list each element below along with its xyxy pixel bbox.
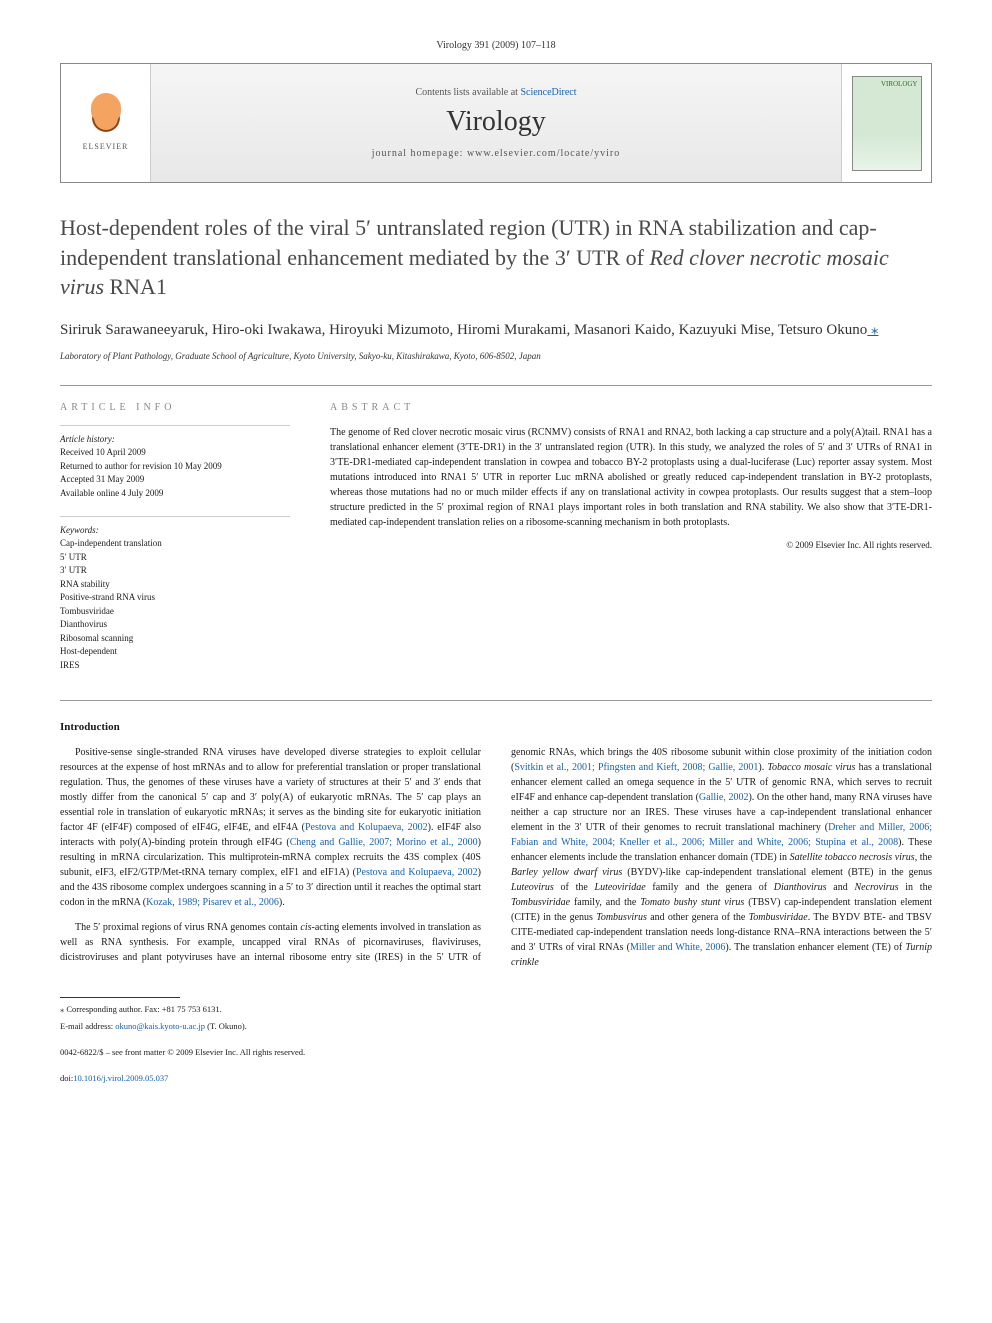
italic-genus: Luteovirus [511,882,554,893]
p2-text: in the [899,882,932,893]
abstract-text: The genome of Red clover necrotic mosaic… [330,425,932,530]
email-link[interactable]: okuno@kais.kyoto-u.ac.jp [115,1021,205,1031]
contents-prefix: Contents lists available at [415,87,520,98]
p2-text: family and the genera of [646,882,774,893]
running-header: Virology 391 (2009) 107–118 [60,40,932,51]
ref-link[interactable]: Pestova and Kolupaeva, 2002 [356,867,478,878]
ref-link[interactable]: Miller and White, 2006 [630,942,725,953]
italic-species: Barley yellow dwarf virus [511,867,622,878]
ref-link[interactable]: Gallie, 2002 [699,792,749,803]
italic-species: Tobacco mosaic virus [767,762,855,773]
history-block: Article history: Received 10 April 2009 … [60,425,290,500]
italic-family: Tombusviridae [749,912,808,923]
ref-link[interactable]: Svitkin et al., 2001; Pfingsten and Kief… [514,762,758,773]
p2-text: (BYDV)-like cap-independent translationa… [622,867,932,878]
ref-link[interactable]: Pestova and Kolupaeva, 2002 [305,822,428,833]
elsevier-logo: ELSEVIER [76,88,136,158]
ref-link[interactable]: Kozak, 1989; Pisarev et al., 2006 [146,897,279,908]
corresponding-author-marker[interactable]: ⁎ [867,322,878,338]
email-suffix: (T. Okuno). [205,1021,247,1031]
journal-cover-box: VIROLOGY [841,64,931,182]
keywords-block: Keywords: Cap-independent translation 5′… [60,516,290,672]
doi-label: doi: [60,1073,73,1083]
abstract-label: ABSTRACT [330,402,932,413]
meta-section: ARTICLE INFO Article history: Received 1… [60,385,932,672]
homepage-line: journal homepage: www.elsevier.com/locat… [372,148,621,159]
keyword: Dianthovirus [60,618,290,632]
italic-family: Tombusviridae [511,897,570,908]
abstract-column: ABSTRACT The genome of Red clover necrot… [330,402,932,672]
body-section: Introduction Positive-sense single-stran… [60,700,932,973]
bottom-copyright: 0042-6822/$ – see front matter © 2009 El… [60,1047,932,1059]
email-footnote: E-mail address: okuno@kais.kyoto-u.ac.jp… [60,1021,932,1033]
p2-text: and [827,882,855,893]
homepage-url: www.elsevier.com/locate/yviro [467,148,620,159]
article-info-column: ARTICLE INFO Article history: Received 1… [60,402,290,672]
contents-line: Contents lists available at ScienceDirec… [415,87,576,98]
article-info-label: ARTICLE INFO [60,402,290,413]
body-columns: Positive-sense single-stranded RNA virus… [60,745,932,973]
journal-banner: ELSEVIER Contents lists available at Sci… [60,63,932,183]
italic-term: cis [300,922,311,933]
footnote-separator [60,997,180,998]
keyword: Tombusviridae [60,605,290,619]
p2-text: The 5′ proximal regions of virus RNA gen… [75,922,300,933]
authors-text: Siriruk Sarawaneeyaruk, Hiro-oki Iwakawa… [60,322,867,338]
elsevier-tree-icon [81,88,131,138]
publisher-name: ELSEVIER [83,142,129,151]
keyword: Positive-strand RNA virus [60,591,290,605]
affiliation: Laboratory of Plant Pathology, Graduate … [60,351,932,361]
intro-heading: Introduction [60,721,932,733]
abstract-copyright: © 2009 Elsevier Inc. All rights reserved… [330,540,932,550]
history-online: Available online 4 July 2009 [60,487,290,501]
journal-cover-thumbnail: VIROLOGY [852,76,922,171]
cover-label: VIROLOGY [881,80,918,88]
journal-name: Virology [446,106,545,138]
title-post: RNA1 [104,274,167,299]
p2-text: , the [915,852,932,863]
history-received: Received 10 April 2009 [60,446,290,460]
p2-text: of the [554,882,595,893]
corresponding-footnote: ⁎ Corresponding author. Fax: +81 75 753 … [60,1004,932,1016]
p2-text: ). The translation enhancer element (TE)… [725,942,905,953]
p2-text: and other genera of the [647,912,749,923]
history-accepted: Accepted 31 May 2009 [60,473,290,487]
doi-link[interactable]: 10.1016/j.virol.2009.05.037 [73,1073,168,1083]
keywords-label: Keywords: [60,525,290,535]
keyword: Cap-independent translation [60,537,290,551]
italic-genus: Dianthovirus [774,882,827,893]
italic-species: Satellite tobacco necrosis virus [790,852,915,863]
authors-line: Siriruk Sarawaneeyaruk, Hiro-oki Iwakawa… [60,320,932,341]
keyword: RNA stability [60,578,290,592]
p2-text: family, and the [570,897,640,908]
history-revised: Returned to author for revision 10 May 2… [60,460,290,474]
homepage-prefix: journal homepage: [372,148,467,159]
history-label: Article history: [60,434,290,444]
italic-family: Luteoviridae [595,882,646,893]
doi-line: doi:10.1016/j.virol.2009.05.037 [60,1073,932,1085]
sciencedirect-link[interactable]: ScienceDirect [520,87,576,98]
italic-genus: Tombusvirus [596,912,647,923]
keyword: Host-dependent [60,645,290,659]
publisher-logo-box: ELSEVIER [61,64,151,182]
keyword: IRES [60,659,290,673]
italic-species: Tomato bushy stunt virus [640,897,744,908]
banner-center: Contents lists available at ScienceDirec… [151,64,841,182]
keyword: Ribosomal scanning [60,632,290,646]
keyword: 3′ UTR [60,564,290,578]
p1-text: Positive-sense single-stranded RNA virus… [60,747,481,833]
p1-text: ). [279,897,285,908]
email-label: E-mail address: [60,1021,115,1031]
article-title: Host-dependent roles of the viral 5′ unt… [60,213,932,302]
ref-link[interactable]: Cheng and Gallie, 2007; Morino et al., 2… [290,837,478,848]
italic-genus: Necrovirus [854,882,898,893]
keyword: 5′ UTR [60,551,290,565]
intro-paragraph-1: Positive-sense single-stranded RNA virus… [60,745,481,910]
